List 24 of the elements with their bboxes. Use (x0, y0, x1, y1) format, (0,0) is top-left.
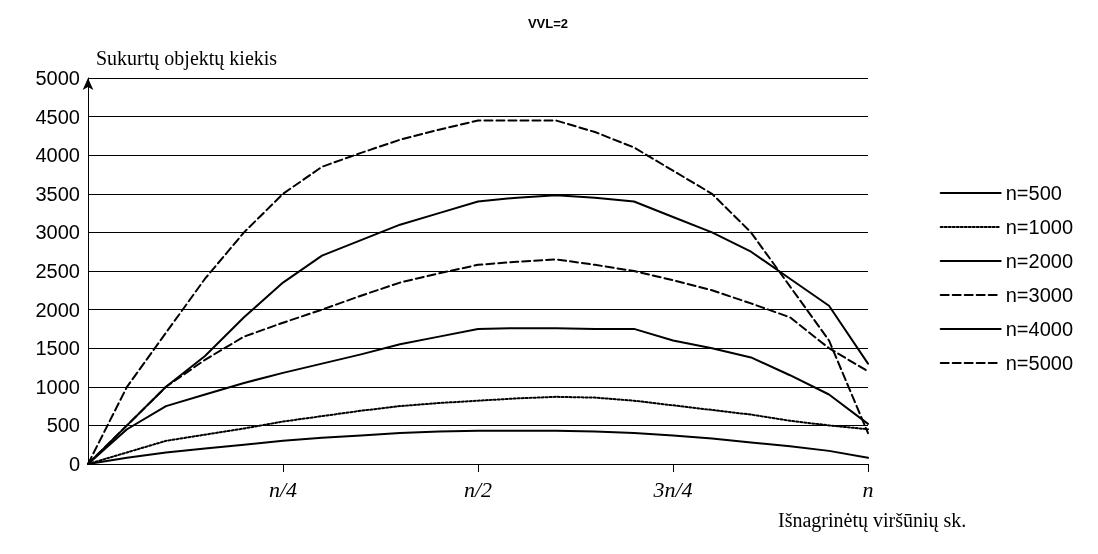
y-tick-label: 3000 (35, 221, 80, 244)
y-tick-label: 3500 (35, 182, 80, 205)
y-tick-label: 2000 (35, 298, 80, 321)
x-tick-label: n/2 (463, 476, 493, 502)
y-tick-label: 1500 (35, 337, 80, 360)
legend-label: n=2000 (1005, 250, 1073, 272)
y-tick-label: 2500 (35, 260, 80, 282)
x-tick-label: 3n/4 (652, 476, 693, 502)
y-tick-label: 0 (68, 453, 80, 475)
legend-label: n=5000 (1005, 352, 1073, 374)
y-tick-label: 1000 (35, 375, 80, 398)
y-tick-label: 4000 (35, 144, 80, 167)
legend-label: n=1000 (1005, 216, 1073, 238)
x-tick-label: n/4 (268, 476, 298, 502)
x-tick-label: n (862, 476, 874, 502)
legend-label: n=500 (1005, 182, 1062, 204)
chart-title: VVL=2 (527, 16, 569, 31)
y-tick-label: 500 (46, 414, 80, 437)
y-tick-label: 5000 (35, 67, 80, 89)
y-axis-title: Sukurtų objektų kiekis (96, 47, 278, 70)
legend-label: n=3000 (1005, 284, 1073, 306)
y-tick-label: 4500 (35, 105, 80, 128)
x-axis-title: Išnagrinėtų viršūnių sk. (778, 509, 967, 532)
legend-label: n=4000 (1005, 318, 1073, 340)
